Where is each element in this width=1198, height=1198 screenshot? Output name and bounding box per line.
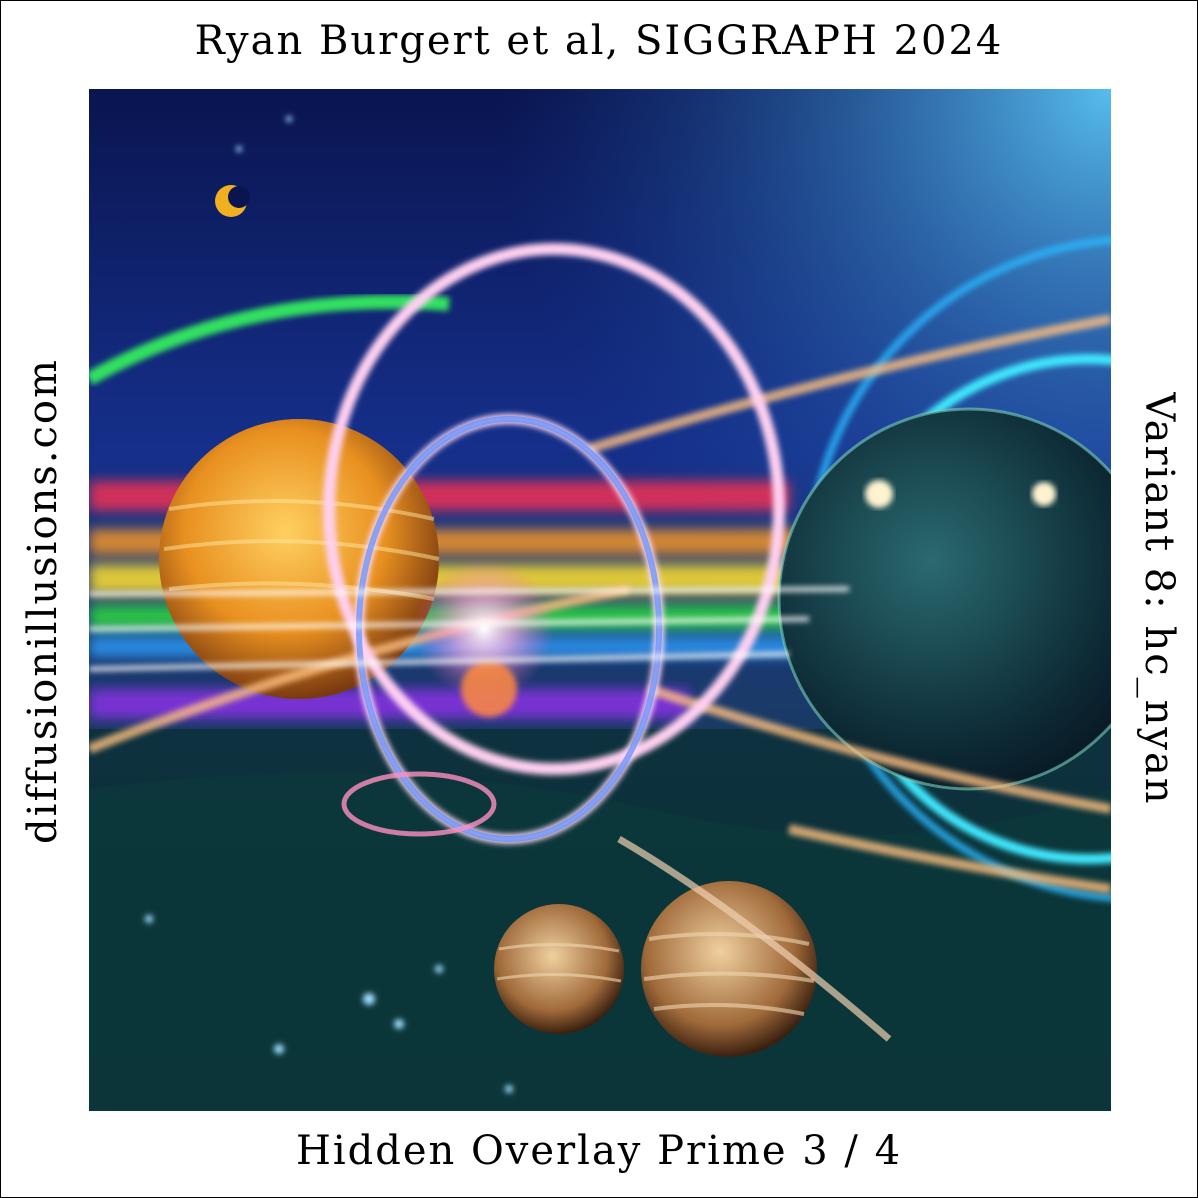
- top-caption: Ryan Burgert et al, SIGGRAPH 2024: [194, 18, 1004, 64]
- space-scene-graphic: [89, 89, 1111, 1111]
- bottom-caption: Hidden Overlay Prime 3 / 4: [295, 1128, 903, 1174]
- right-caption: Variant 8: hc_nyan: [1136, 392, 1182, 806]
- illusion-artwork: [89, 89, 1111, 1111]
- left-caption: diffusionillusions.com: [20, 358, 66, 844]
